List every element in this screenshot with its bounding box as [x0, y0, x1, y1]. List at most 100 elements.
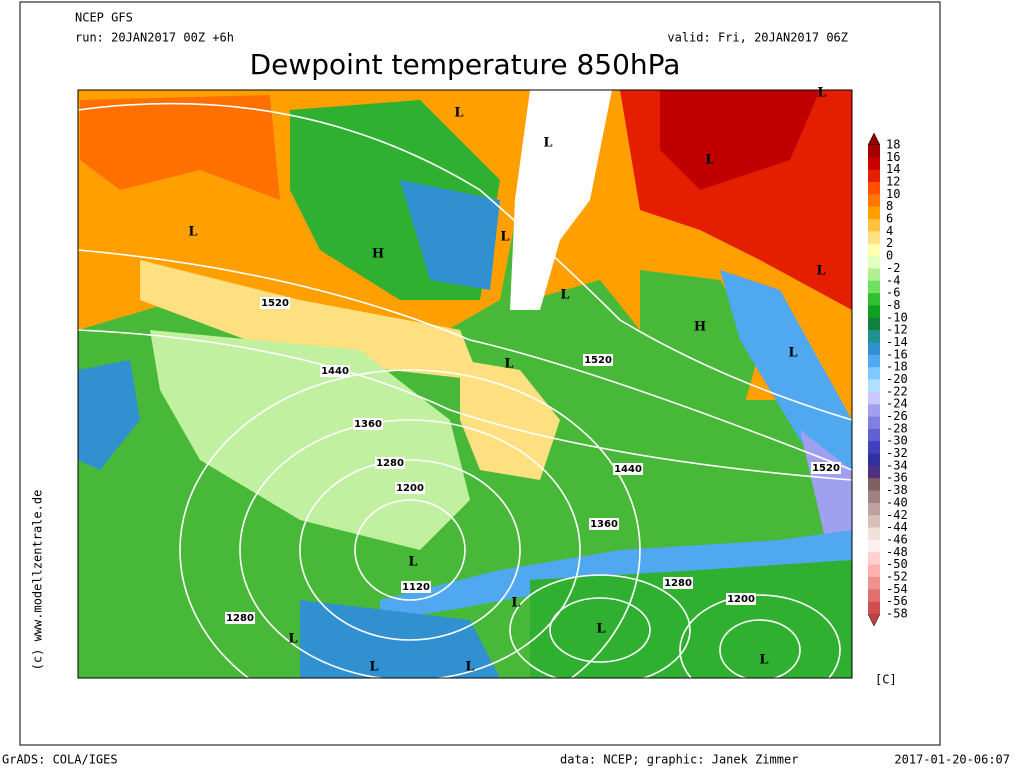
colorbar-band	[868, 465, 880, 479]
colorbar-band	[868, 416, 880, 430]
colorbar-band	[868, 169, 880, 183]
colorbar-label: 18	[886, 138, 900, 152]
colorbar-band	[868, 256, 880, 269]
colorbar-label: -26	[886, 409, 908, 423]
contour-label: 1360	[354, 419, 382, 430]
colorbar-band	[868, 564, 880, 578]
pressure-center: L	[788, 346, 797, 361]
colorbar-label: 6	[886, 212, 893, 226]
colorbar-label: -34	[886, 458, 908, 472]
colorbar-label: 4	[886, 224, 893, 238]
colorbar-band	[868, 576, 880, 590]
footer-timestamp: 2017-01-20-06:07	[894, 753, 1010, 767]
colorbar-label: -56	[886, 594, 908, 608]
colorbar-band	[868, 219, 880, 232]
colorbar-label: -8	[886, 298, 900, 312]
pressure-center: L	[759, 653, 768, 668]
contour-label-bg	[375, 457, 405, 469]
pressure-center: H	[694, 320, 706, 335]
pressure-center: L	[511, 596, 520, 611]
valid-info: valid: Fri, 20JAN2017 06Z	[667, 31, 848, 45]
colorbar-band	[868, 539, 880, 553]
pressure-center: L	[817, 86, 826, 101]
colorbar-label: -46	[886, 532, 908, 546]
contour-label-bg	[663, 577, 693, 589]
colorbar-label: 8	[886, 199, 893, 213]
copyright: (c) www.modellzentrale.de	[31, 490, 45, 671]
pressure-center: L	[369, 660, 378, 675]
pressure-center: L	[288, 632, 297, 647]
colorbar-band	[868, 404, 880, 417]
colorbar-band	[868, 330, 880, 343]
colorbar-label: -42	[886, 508, 908, 522]
contour-label: 1520	[584, 355, 612, 366]
colorbar-label: 12	[886, 175, 900, 189]
colorbar-band	[868, 305, 880, 319]
contour-label: 1280	[664, 578, 692, 589]
colorbar-label: 0	[886, 249, 893, 263]
colorbar-label: 16	[886, 150, 900, 164]
colorbar-label: -10	[886, 310, 908, 324]
pressure-center: L	[188, 225, 197, 240]
colorbar-band	[868, 589, 880, 602]
colorbar-label: -18	[886, 360, 908, 374]
colorbar-label: -2	[886, 261, 900, 275]
pressure-center: L	[705, 153, 714, 168]
colorbar-band	[868, 601, 880, 615]
pressure-center: L	[596, 622, 605, 637]
colorbar-label: -16	[886, 347, 908, 361]
colorbar-label: 2	[886, 236, 893, 250]
colorbar-label: -4	[886, 273, 900, 287]
map-title: Dewpoint temperature 850hPa	[250, 48, 681, 81]
colorbar-label: -54	[886, 582, 908, 596]
colorbar-band	[868, 293, 880, 306]
colorbar-label: -32	[886, 446, 908, 460]
footer-software: GrADS: COLA/IGES	[2, 753, 118, 767]
contour-label: 1520	[261, 298, 289, 309]
contour-label-bg	[726, 593, 756, 605]
map-border	[77, 89, 853, 679]
colorbar-band	[868, 379, 880, 393]
colorbar-band	[868, 391, 880, 405]
contour-label: 1360	[590, 519, 618, 530]
contour-label-bg	[583, 354, 613, 366]
colorbar-label: -24	[886, 397, 908, 411]
contour-label: 1520	[812, 463, 840, 474]
colorbar-band	[868, 428, 880, 442]
contour-label-bg	[613, 463, 643, 475]
colorbar-band	[868, 182, 880, 195]
colorbar-band	[868, 515, 880, 528]
contour-label: 1200	[396, 483, 424, 494]
colorbar-band	[868, 231, 880, 245]
colorbar-label: -52	[886, 569, 908, 583]
colorbar-label: -40	[886, 495, 908, 509]
colorbar-band	[868, 268, 880, 282]
colorbar-band	[868, 194, 880, 208]
colorbar-band	[868, 552, 880, 565]
contour-label-bg	[811, 462, 841, 474]
colorbar-label: -20	[886, 372, 908, 386]
colorbar-band	[868, 280, 880, 294]
colorbar-label: 10	[886, 187, 900, 201]
colorbar-label: -14	[886, 335, 908, 349]
colorbar-band	[868, 157, 880, 170]
colorbar-band	[868, 317, 880, 331]
pressure-center: L	[504, 357, 513, 372]
colorbar-label: -6	[886, 286, 900, 300]
colorbar-label: -22	[886, 384, 908, 398]
contour-label-bg	[353, 418, 383, 430]
pressure-center: L	[454, 106, 463, 121]
colorbar-label: -44	[886, 520, 908, 534]
pressure-center: H	[372, 247, 384, 262]
map-labels: 1520 1440 1360 1280 1200 1120 1280 1520 1440 1360…	[188, 86, 841, 675]
pressure-center: L	[543, 136, 552, 151]
colorbar-label: -38	[886, 483, 908, 497]
colorbar-band	[868, 367, 880, 380]
contour-label: 1280	[376, 458, 404, 469]
colorbar-unit: [C]	[875, 673, 897, 687]
contour-label-bg	[225, 612, 255, 624]
contour-label: 1280	[226, 613, 254, 624]
colorbar-label: -58	[886, 607, 908, 621]
run-info: run: 20JAN2017 00Z +6h	[75, 31, 234, 45]
